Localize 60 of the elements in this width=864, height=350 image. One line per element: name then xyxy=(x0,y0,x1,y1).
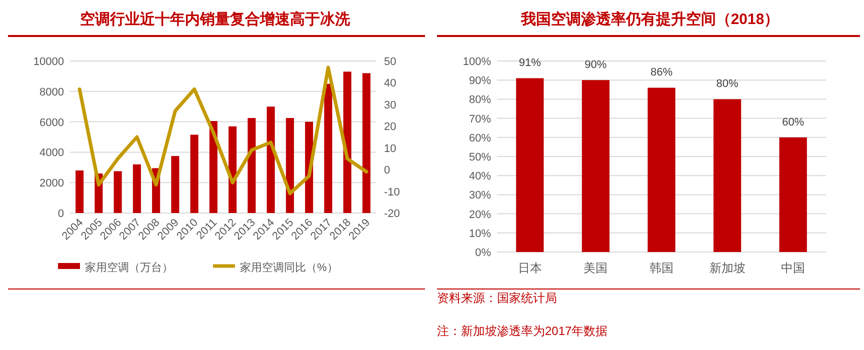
text: 注：新加坡渗透率为2017年数据 xyxy=(437,324,608,338)
y-tick-label: 8000 xyxy=(40,86,64,98)
bar xyxy=(114,171,122,213)
y2-tick-label: 10 xyxy=(384,142,396,155)
bar xyxy=(324,84,332,213)
bar xyxy=(248,118,256,213)
y-tick-label: 30% xyxy=(468,190,492,202)
chart-title: 我国空调渗透率仍有提升空间（2018） xyxy=(520,10,780,28)
y-tick-label: 0 xyxy=(58,208,64,220)
y-tick-label: 60% xyxy=(468,132,492,144)
y2-tick-label: -10 xyxy=(384,186,400,198)
y-tick-label: 70% xyxy=(468,113,492,126)
chart-title: 空调行业近十年内销量复合增速高于冰洗 xyxy=(80,10,351,28)
y-tick-label: 10000 xyxy=(33,56,64,68)
legend-label: 家用空调（万台） xyxy=(85,261,173,274)
x-tick-label: 美国 xyxy=(584,261,608,275)
y-tick-label: 90% xyxy=(468,75,492,88)
bar xyxy=(582,80,610,252)
y-tick-label: 6000 xyxy=(40,116,64,129)
bar xyxy=(190,134,198,213)
y-tick-label: 4000 xyxy=(40,147,64,160)
bar xyxy=(516,78,544,252)
bar xyxy=(648,88,676,252)
y-tick-label: 50% xyxy=(468,152,492,164)
data-label: 86% xyxy=(650,66,673,79)
data-label: 91% xyxy=(518,57,542,70)
y-tick-label: 100% xyxy=(462,56,492,68)
bar xyxy=(76,170,84,213)
bar xyxy=(343,72,352,213)
bar xyxy=(228,126,237,213)
bar xyxy=(779,137,807,252)
data-label: 80% xyxy=(716,78,739,90)
x-tick-label: 中国 xyxy=(781,261,806,275)
y-tick-label: 10% xyxy=(468,228,492,240)
y-tick-label: 80% xyxy=(468,94,492,106)
bar xyxy=(362,73,370,213)
y2-tick-label: 20 xyxy=(384,121,396,134)
y2-tick-label: 40 xyxy=(384,78,396,90)
y2-tick-label: -20 xyxy=(384,208,400,220)
y-tick-label: 40% xyxy=(468,170,492,183)
bar xyxy=(266,106,275,213)
bar xyxy=(286,118,294,213)
bar xyxy=(171,156,180,213)
text: 资料来源：国家统计局 xyxy=(437,291,557,305)
y-tick-label: 2000 xyxy=(40,178,64,190)
y2-tick-label: 0 xyxy=(384,164,390,177)
x-tick-label: 日本 xyxy=(518,261,542,275)
y2-tick-label: 50 xyxy=(384,56,396,68)
data-label: 60% xyxy=(782,116,804,128)
bar xyxy=(713,99,742,252)
line-series xyxy=(78,66,368,196)
bar xyxy=(209,121,218,213)
y-tick-label: 0% xyxy=(475,247,492,259)
x-tick-label: 韩国 xyxy=(650,261,674,275)
data-label: 90% xyxy=(584,59,607,72)
y2-tick-label: 30 xyxy=(384,99,396,112)
legend-label: 家用空调同比（%） xyxy=(240,261,338,274)
y-tick-label: 20% xyxy=(468,208,492,221)
x-tick-label: 新加坡 xyxy=(709,261,746,275)
bar xyxy=(132,164,141,213)
